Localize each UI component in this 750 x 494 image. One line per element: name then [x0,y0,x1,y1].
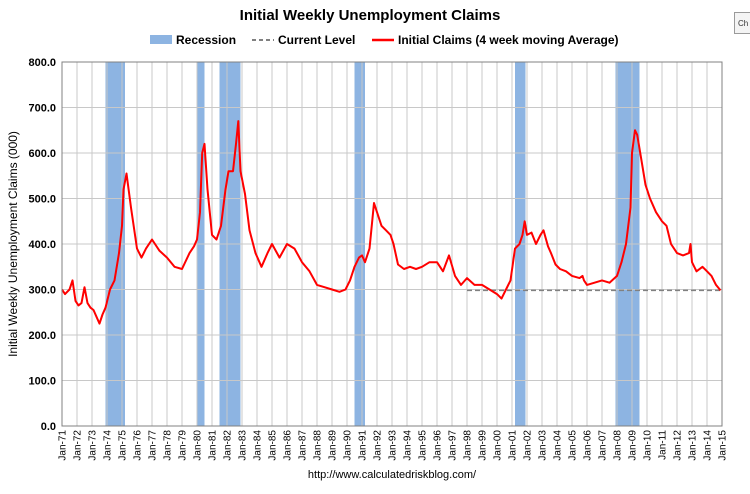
x-tick-label: Jan-79 [178,430,189,461]
x-tick-label: Jan-10 [643,430,654,461]
x-tick-label: Jan-82 [223,430,234,461]
legend-label-initial-claims: Initial Claims (4 week moving Average) [398,33,619,47]
x-tick-label: Jan-03 [538,430,549,461]
x-tick-label: Jan-92 [373,430,384,461]
x-axis-ticks: Jan-71 Jan-72 Jan-73 Jan-74 Jan-75 Jan-76 Jan-… [58,430,729,461]
x-tick-label: Jan-88 [313,430,324,461]
y-axis-ticks: 0.0 100.0 200.0 300.0 400.0 500.0 600.0 700.0 80… [28,57,56,433]
source-url: http://www.calculatedriskblog.com/ [308,469,477,481]
x-tick-label: Jan-80 [193,430,204,461]
x-tick-label: Jan-87 [298,430,309,461]
x-tick-label: Jan-72 [73,430,84,461]
corner-tab[interactable]: Ch [734,12,750,34]
x-tick-label: Jan-76 [133,430,144,461]
y-tick-label: 700.0 [28,103,56,115]
x-tick-label: Jan-14 [703,430,714,461]
x-tick-label: Jan-71 [58,430,69,461]
x-tick-label: Jan-96 [433,430,444,461]
y-tick-label: 500.0 [28,194,56,206]
y-tick-label: 600.0 [28,148,56,160]
x-tick-label: Jan-95 [418,430,429,461]
x-tick-label: Jan-74 [103,430,114,461]
legend-label-recession: Recession [176,33,236,47]
x-tick-label: Jan-91 [358,430,369,461]
legend-label-current-level: Current Level [278,33,355,47]
plot-area [61,61,723,427]
x-tick-label: Jan-07 [598,430,609,461]
y-tick-label: 0.0 [41,421,56,433]
x-tick-label: Jan-98 [463,430,474,461]
x-tick-label: Jan-77 [148,430,159,461]
x-tick-label: Jan-85 [268,430,279,461]
x-tick-label: Jan-09 [628,430,639,461]
y-tick-label: 200.0 [28,330,56,342]
x-tick-label: Jan-01 [508,430,519,461]
x-tick-label: Jan-94 [403,430,414,461]
x-tick-label: Jan-83 [238,430,249,461]
x-tick-label: Jan-08 [613,430,624,461]
x-tick-label: Jan-11 [658,430,669,460]
x-tick-label: Jan-81 [208,430,219,461]
x-tick-label: Jan-06 [583,430,594,461]
x-tick-label: Jan-05 [568,430,579,461]
y-tick-label: 100.0 [28,376,56,388]
series-line-initial-claims [61,120,722,325]
y-axis-title: Initial Weekly Unemployment Claims (000) [6,131,20,357]
x-tick-label: Jan-90 [343,430,354,461]
x-tick-label: Jan-00 [493,430,504,461]
x-tick-label: Jan-04 [553,430,564,461]
x-tick-label: Jan-93 [388,430,399,461]
legend: Recession Current Level Initial Claims (… [150,33,619,47]
x-tick-label: Jan-86 [283,430,294,461]
x-tick-label: Jan-13 [688,430,699,461]
x-tick-label: Jan-02 [523,430,534,461]
x-tick-label: Jan-78 [163,430,174,461]
y-tick-label: 300.0 [28,285,56,297]
y-tick-label: 800.0 [28,57,56,69]
x-tick-label: Jan-15 [718,430,729,461]
chart-title: Initial Weekly Unemployment Claims [240,7,501,24]
x-tick-label: Jan-84 [253,430,264,461]
legend-swatch-recession [150,35,172,44]
y-tick-label: 400.0 [28,239,56,251]
x-tick-label: Jan-89 [328,430,339,461]
x-tick-label: Jan-97 [448,430,459,461]
x-tick-label: Jan-12 [673,430,684,461]
plot-border [61,61,723,427]
x-tick-label: Jan-73 [88,430,99,461]
x-tick-label: Jan-75 [118,430,129,461]
x-tick-label: Jan-99 [478,430,489,461]
